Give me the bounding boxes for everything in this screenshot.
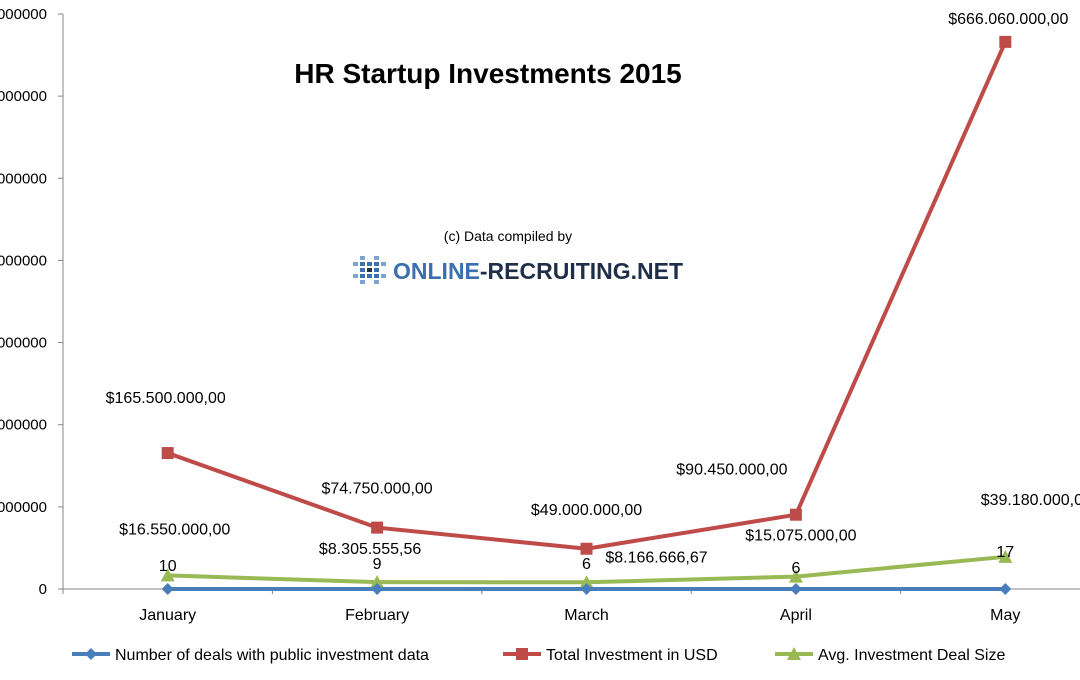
brand-grid-cell <box>367 268 372 272</box>
brand-grid-cell <box>360 280 365 284</box>
x-tick-label: April <box>780 607 812 624</box>
x-tick-label: February <box>345 607 409 624</box>
series-2 <box>160 549 1013 589</box>
brand-grid-cell <box>374 274 379 278</box>
data-label: $8.305.555,56 <box>319 541 421 558</box>
legend-label: Number of deals with public investment d… <box>115 647 429 664</box>
legend-item: Total Investment in USD <box>503 647 718 664</box>
data-point <box>999 583 1012 595</box>
legend-item: Avg. Investment Deal Size <box>775 647 1005 664</box>
y-tick-label: 000000 <box>0 252 47 269</box>
brand-grid-cell <box>381 262 386 266</box>
data-point <box>161 447 174 460</box>
brand-grid-cell <box>360 256 365 260</box>
series-1 <box>161 35 1012 555</box>
data-point <box>998 549 1013 563</box>
data-label: 10 <box>159 558 177 575</box>
data-label: 9 <box>373 556 382 573</box>
y-tick-label: 000000 <box>0 170 47 187</box>
brand-grid-cell <box>367 262 372 266</box>
chart-title: HR Startup Investments 2015 <box>294 58 681 89</box>
brand-part1: ONLINE <box>393 258 480 284</box>
data-label: $49.000.000,00 <box>531 502 642 519</box>
series-layer <box>160 35 1013 595</box>
data-point <box>371 583 384 595</box>
data-point <box>161 583 174 595</box>
y-tick-label: 0 <box>39 581 47 598</box>
brand-grid-cell <box>367 274 372 278</box>
legend-swatch-marker <box>516 648 528 660</box>
y-tick-label: 000000 <box>0 499 47 516</box>
y-tick-label: 000000 <box>0 88 47 105</box>
data-label: 6 <box>582 556 591 573</box>
brand-grid-cell <box>360 268 365 272</box>
data-label: 6 <box>791 560 800 577</box>
credit-text: (c) Data compiled by <box>444 228 572 244</box>
legend-label: Avg. Investment Deal Size <box>818 647 1005 664</box>
brand-logo: ONLINE-RECRUITING.NET <box>353 256 683 284</box>
legend-swatch-marker <box>85 648 97 660</box>
legend-label: Total Investment in USD <box>546 647 718 664</box>
brand-grid-cell <box>360 274 365 278</box>
series-line <box>167 41 1008 551</box>
series-0 <box>161 583 1012 595</box>
x-tick-label: May <box>990 607 1020 624</box>
data-point <box>788 569 803 583</box>
y-tick-label: 000000 <box>0 417 47 434</box>
data-point <box>580 542 593 555</box>
brand-grid-cell <box>381 274 386 278</box>
data-labels: 10 9 6 6 17 $165.500.000,00 $74.750.000,00 $49.… <box>106 11 1080 577</box>
data-point <box>160 568 175 582</box>
legend-item: Number of deals with public investment d… <box>72 647 429 664</box>
data-point <box>370 575 385 589</box>
legend: Number of deals with public investment d… <box>72 647 1005 664</box>
brand-grid-cell <box>374 256 379 260</box>
y-tick-label: 000000 <box>0 6 47 23</box>
brand-grid-cell <box>360 262 365 266</box>
data-point <box>579 575 594 589</box>
data-point <box>999 35 1012 48</box>
brand-grid-cell <box>353 274 358 278</box>
data-label: $39.180.000,00 <box>981 492 1080 509</box>
brand-wordmark: ONLINE-RECRUITING.NET <box>393 258 683 284</box>
data-label: $165.500.000,00 <box>106 390 226 407</box>
data-label: $16.550.000,00 <box>119 521 230 538</box>
data-label: $8.166.666,67 <box>605 549 707 566</box>
brand-grid-cell <box>374 268 379 272</box>
brand-grid-cell <box>374 262 379 266</box>
data-label: $90.450.000,00 <box>676 462 787 479</box>
axes: 0000000000000000000000000000000000000000… <box>0 6 1080 624</box>
data-point <box>580 583 593 595</box>
brand-part2: -RECRUITING.NET <box>480 258 683 284</box>
legend-swatch-marker <box>787 647 801 660</box>
data-label: $74.750.000,00 <box>321 481 432 498</box>
brand-grid-icon <box>353 256 386 284</box>
brand-grid-cell <box>353 262 358 266</box>
data-label: $666.060.000,00 <box>948 11 1068 28</box>
data-label: 17 <box>996 544 1014 561</box>
data-label: $15.075.000,00 <box>745 528 856 545</box>
x-tick-label: January <box>139 607 196 624</box>
brand-grid-cell <box>374 280 379 284</box>
data-point <box>371 521 384 534</box>
y-tick-label: 000000 <box>0 335 47 352</box>
data-point <box>789 583 802 595</box>
data-point <box>789 508 802 521</box>
x-tick-label: March <box>564 607 608 624</box>
